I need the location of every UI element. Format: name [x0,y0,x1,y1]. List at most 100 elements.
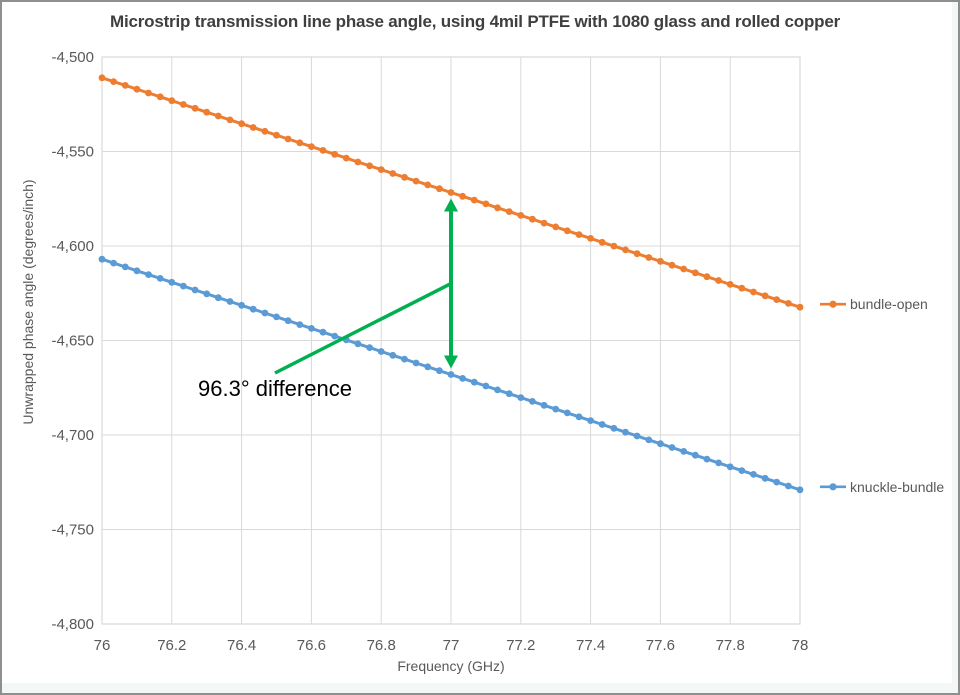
series-marker-knuckle-bundle [482,382,490,390]
legend-label-knuckle-bundle[interactable]: knuckle-bundle [850,479,944,495]
x-tick-label: 77.2 [506,637,535,654]
series-marker-bundle-open [610,242,618,250]
difference-annotation-text: 96.3° difference [198,376,352,401]
series-marker-knuckle-bundle [436,367,443,375]
y-tick-label: -4,550 [51,144,94,161]
series-marker-bundle-open [273,131,280,139]
series-marker-knuckle-bundle [156,275,164,282]
series-marker-knuckle-bundle [726,463,734,471]
series-marker-knuckle-bundle [785,482,792,490]
series-marker-knuckle-bundle [214,294,222,302]
series-marker-bundle-open [459,192,466,200]
series-marker-bundle-open [342,154,350,162]
series-marker-bundle-open [168,97,176,105]
series-marker-bundle-open [214,112,222,120]
x-tick-label: 76.2 [157,637,186,654]
series-marker-knuckle-bundle [389,351,397,359]
series-marker-bundle-open [249,124,257,131]
series-marker-bundle-open [726,281,734,288]
series-marker-bundle-open [238,120,246,128]
series-marker-knuckle-bundle [750,471,757,478]
series-marker-knuckle-bundle [552,405,560,413]
series-marker-bundle-open [261,127,269,135]
series-marker-bundle-open [587,235,594,242]
series-marker-bundle-open [412,177,420,185]
series-marker-knuckle-bundle [633,432,641,440]
series-marker-bundle-open [598,238,606,246]
series-marker-bundle-open [354,158,362,166]
series-marker-bundle-open [436,185,443,193]
series-marker-knuckle-bundle [738,467,746,474]
series-marker-knuckle-bundle [645,436,653,444]
series-marker-knuckle-bundle [691,451,699,459]
annotation-arrowhead-up [444,198,458,212]
series-marker-knuckle-bundle [680,448,688,455]
series-marker-knuckle-bundle [284,317,292,325]
series-marker-knuckle-bundle [563,409,571,417]
series-marker-bundle-open [180,101,187,108]
series-marker-bundle-open [191,104,199,112]
series-marker-knuckle-bundle [180,282,187,290]
series-marker-bundle-open [203,108,211,116]
x-tick-label: 77.6 [646,637,675,654]
x-tick-label: 76 [94,637,111,654]
y-tick-label: -4,650 [51,333,94,350]
series-marker-knuckle-bundle [98,255,106,263]
series-marker-bundle-open [482,200,490,208]
series-marker-bundle-open [296,139,304,147]
series-marker-knuckle-bundle [249,305,257,313]
series-marker-bundle-open [389,170,397,177]
series-marker-knuckle-bundle [796,486,804,494]
series-marker-knuckle-bundle [529,398,536,405]
series-marker-knuckle-bundle [575,413,583,421]
x-tick-label: 76.6 [297,637,326,654]
series-marker-bundle-open [529,215,536,223]
series-marker-knuckle-bundle [366,344,373,351]
series-marker-bundle-open [494,204,501,212]
y-axis-title: Unwrapped phase angle (degrees/inch) [20,179,36,425]
series-marker-bundle-open [738,284,746,292]
series-marker-bundle-open [121,82,129,89]
series-marker-knuckle-bundle [587,417,594,424]
series-marker-knuckle-bundle [121,263,129,271]
annotation-leader-line [274,281,452,375]
series-marker-bundle-open [308,143,315,151]
x-tick-label: 77.8 [716,637,745,654]
series-marker-knuckle-bundle [296,321,304,328]
y-tick-label: -4,600 [51,238,94,255]
y-tick-label: -4,500 [51,49,94,66]
y-tick-label: -4,700 [51,427,94,444]
series-marker-knuckle-bundle [459,375,466,382]
legend-label-bundle-open[interactable]: bundle-open [850,296,928,312]
series-marker-bundle-open [319,147,327,154]
series-marker-knuckle-bundle [110,259,117,267]
series-marker-bundle-open [773,296,781,303]
series-marker-bundle-open [401,173,408,181]
sheet-background-strip-right [952,2,958,693]
series-marker-knuckle-bundle [319,328,327,336]
series-marker-knuckle-bundle [447,371,455,378]
series-marker-bundle-open [750,288,757,296]
series-marker-bundle-open [575,231,583,239]
series-marker-bundle-open [657,257,664,265]
series-marker-knuckle-bundle [517,394,525,401]
series-marker-knuckle-bundle [761,474,769,482]
series-marker-knuckle-bundle [610,424,618,432]
annotation-arrowhead-down [444,355,458,369]
plot-border [101,56,801,625]
series-marker-knuckle-bundle [226,298,234,305]
series-marker-knuckle-bundle [773,478,781,486]
series-marker-knuckle-bundle [668,444,676,451]
series-marker-bundle-open [715,277,722,284]
series-marker-knuckle-bundle [540,401,548,409]
series-marker-bundle-open [633,250,641,258]
series-marker-bundle-open [505,208,513,216]
series-marker-bundle-open [366,162,373,170]
series-marker-knuckle-bundle [412,359,420,367]
x-tick-label: 78 [792,637,809,654]
series-marker-knuckle-bundle [168,278,176,286]
x-tick-label: 77.4 [576,637,605,654]
series-marker-bundle-open [284,135,292,143]
series-marker-bundle-open [785,300,792,307]
